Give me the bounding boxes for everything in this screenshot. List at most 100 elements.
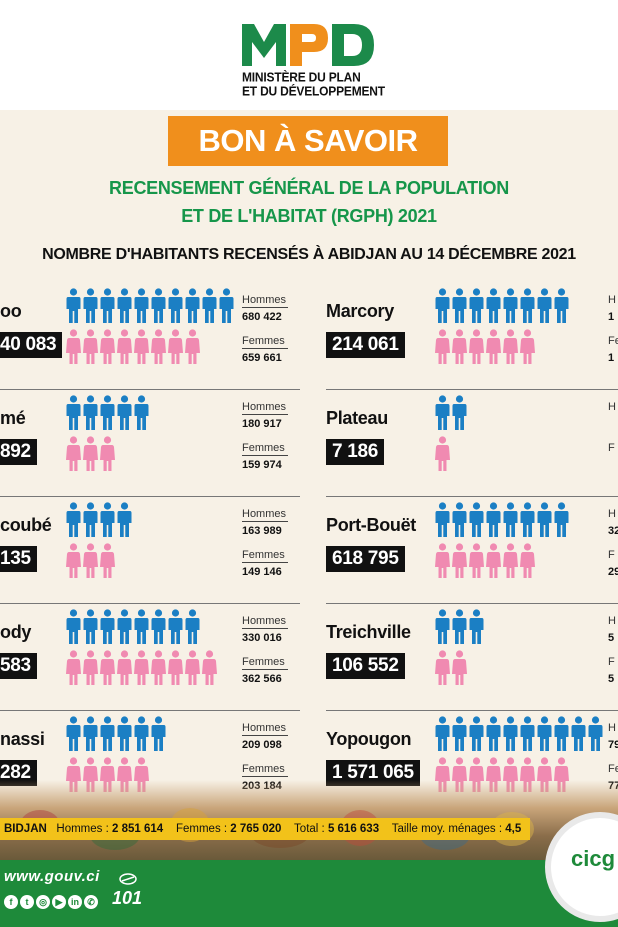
male-person-icon — [435, 502, 450, 538]
male-person-icon — [100, 395, 115, 431]
male-person-icon — [469, 288, 484, 324]
women-label-clipped: F — [608, 442, 615, 454]
female-person-icon — [66, 543, 81, 579]
subtitle-line1: RECENSEMENT GÉNÉRAL DE LA POPULATION — [109, 178, 509, 198]
men-label: Hommes — [242, 401, 287, 413]
men-count-clipped: 5 — [608, 632, 615, 644]
male-person-icon — [520, 502, 535, 538]
female-person-icon — [435, 329, 450, 365]
male-person-icon — [469, 716, 484, 752]
male-person-icon — [117, 716, 132, 752]
male-person-icon — [168, 609, 183, 645]
women-label: Femmes — [242, 549, 285, 561]
women-count: 149 146 — [242, 566, 282, 578]
male-person-icon — [435, 395, 450, 431]
women-rule — [242, 455, 288, 456]
male-person-icon — [168, 288, 183, 324]
commune-name: Yopougon — [326, 729, 412, 749]
men-count-clipped: 32 — [608, 525, 618, 537]
commune-total: 214 061 — [326, 332, 405, 358]
youtube-icon[interactable]: ▶ — [52, 895, 66, 909]
men-rule — [242, 414, 288, 415]
men-label: Hommes — [242, 615, 287, 627]
male-person-icon — [134, 609, 149, 645]
female-person-icon — [503, 543, 518, 579]
women-icons-row — [435, 543, 537, 579]
male-person-icon — [486, 716, 501, 752]
female-person-icon — [435, 436, 450, 472]
men-icons-row — [435, 502, 571, 538]
summary-women-label: Femmes : — [175, 823, 228, 835]
row-separator — [0, 496, 300, 497]
website-link[interactable]: www.gouv.ci — [4, 868, 100, 885]
summary-household-value: 4,5 — [505, 823, 522, 835]
male-person-icon — [117, 395, 132, 431]
women-count: 659 661 — [242, 352, 282, 364]
male-person-icon — [66, 395, 81, 431]
female-person-icon — [185, 329, 200, 365]
male-person-icon — [554, 716, 569, 752]
men-label-clipped: H — [608, 615, 616, 627]
male-person-icon — [435, 716, 450, 752]
women-icons-row — [66, 543, 117, 579]
women-count-clipped: 5 — [608, 673, 615, 685]
female-person-icon — [100, 329, 115, 365]
female-person-icon — [117, 650, 132, 686]
female-person-icon — [520, 329, 535, 365]
ministry-name-line2: ET DU DÉVELOPPEMENT — [242, 83, 385, 99]
men-count: 163 989 — [242, 525, 282, 537]
male-person-icon — [503, 288, 518, 324]
instagram-icon[interactable]: ◎ — [36, 895, 50, 909]
male-person-icon — [117, 288, 132, 324]
male-person-icon — [66, 288, 81, 324]
commune-total: 135 — [0, 546, 37, 572]
women-label-clipped: Fe — [608, 763, 618, 775]
summary-total-value: 5 616 633 — [327, 823, 380, 835]
commune-total: 40 083 — [0, 332, 63, 358]
men-rule — [242, 307, 288, 308]
social-icons: f t ◎ ▶ in ✆ — [4, 892, 100, 910]
men-icons-row — [66, 609, 202, 645]
female-person-icon — [151, 650, 166, 686]
summary-household-label: Taille moy. ménages : — [391, 823, 503, 835]
bon-a-savoir-banner: BON À SAVOIR — [168, 116, 448, 166]
male-person-icon — [452, 395, 467, 431]
male-person-icon — [520, 716, 535, 752]
twitter-icon[interactable]: t — [20, 895, 34, 909]
commune-total: 583 — [0, 653, 37, 679]
men-label: Hommes — [242, 508, 287, 520]
women-label: Femmes — [242, 442, 285, 454]
female-person-icon — [83, 650, 98, 686]
men-icons-row — [435, 716, 605, 752]
men-label: Hommes — [242, 722, 287, 734]
male-person-icon — [452, 716, 467, 752]
women-count-clipped: 29 — [608, 566, 618, 578]
men-count: 180 917 — [242, 418, 282, 430]
men-count: 209 098 — [242, 739, 282, 751]
male-person-icon — [537, 502, 552, 538]
women-label-clipped: Fe — [608, 335, 618, 347]
female-person-icon — [168, 329, 183, 365]
female-person-icon — [452, 543, 467, 579]
women-rule — [242, 669, 288, 670]
male-person-icon — [219, 288, 234, 324]
commune-total: 106 552 — [326, 653, 405, 679]
phone-icon[interactable]: ✆ — [84, 895, 98, 909]
linkedin-icon[interactable]: in — [68, 895, 82, 909]
female-person-icon — [66, 436, 81, 472]
men-icons-row — [435, 395, 469, 431]
men-count: 680 422 — [242, 311, 282, 323]
female-person-icon — [134, 650, 149, 686]
male-person-icon — [134, 288, 149, 324]
facebook-icon[interactable]: f — [4, 895, 18, 909]
male-person-icon — [83, 288, 98, 324]
commune-total: 892 — [0, 439, 37, 465]
male-person-icon — [537, 288, 552, 324]
male-person-icon — [469, 502, 484, 538]
female-person-icon — [100, 650, 115, 686]
hotline-logo-icon — [119, 873, 137, 885]
male-person-icon — [452, 288, 467, 324]
male-person-icon — [588, 716, 603, 752]
men-label-clipped: H — [608, 401, 616, 413]
footer-bar — [0, 860, 618, 927]
